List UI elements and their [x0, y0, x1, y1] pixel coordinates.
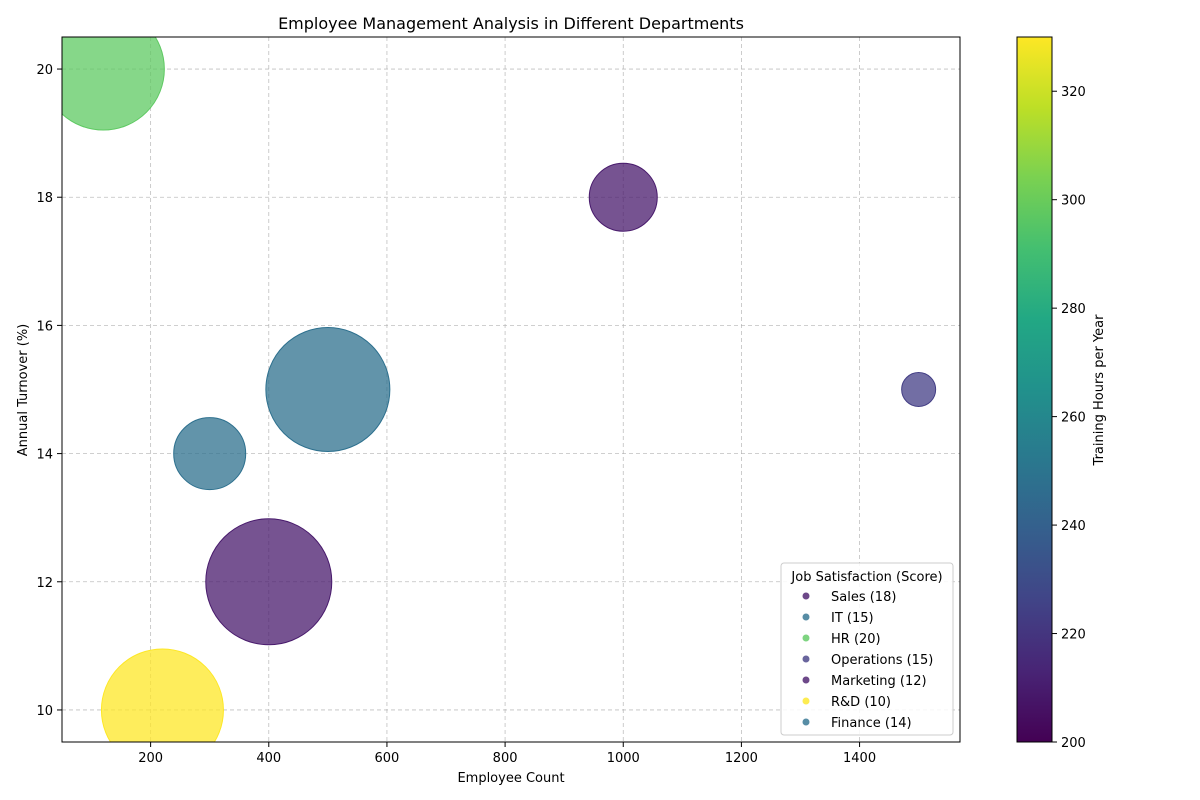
legend-marker: [802, 634, 810, 642]
legend-entry: R&D (10): [831, 695, 891, 710]
x-tick-label: 400: [256, 751, 281, 766]
y-tick-label: 18: [36, 191, 53, 206]
y-tick-label: 16: [36, 319, 53, 334]
y-axis-label: Annual Turnover (%): [16, 324, 31, 457]
x-axis-label: Employee Count: [457, 771, 564, 786]
y-tick-label: 10: [36, 704, 53, 719]
legend-entry: Sales (18): [831, 590, 896, 605]
colorbar-tick-label: 220: [1061, 628, 1086, 643]
bubble-hr: [62, 37, 165, 131]
legend-title: Job Satisfaction (Score): [790, 570, 942, 585]
x-tick-label: 1200: [725, 751, 758, 766]
legend-entry: HR (20): [831, 632, 881, 647]
colorbar-label: Training Hours per Year: [1092, 314, 1107, 467]
legend-marker: [802, 697, 810, 705]
y-tick-label: 20: [36, 63, 53, 78]
bubble-marketing: [205, 518, 333, 646]
legend: Job Satisfaction (Score) Sales (18) IT (1…: [780, 562, 954, 736]
chart-title: Employee Management Analysis in Differen…: [278, 14, 744, 33]
x-tick-label: 200: [138, 751, 163, 766]
plot-frame: [61, 36, 961, 743]
colorbar-tick-label: 240: [1061, 519, 1086, 534]
colorbar-tick-label: 260: [1061, 411, 1086, 426]
bubble-operations: [901, 372, 937, 407]
bubble-rd: [100, 648, 224, 742]
bubble-layer: [62, 37, 937, 742]
legend-marker: [802, 718, 810, 726]
legend-marker: [802, 592, 810, 600]
x-tick-label: 800: [493, 751, 518, 766]
y-tick-label: 12: [36, 576, 53, 591]
legend-marker: [802, 655, 810, 663]
legend-entry: Operations (15): [831, 653, 933, 668]
legend-marker: [802, 613, 810, 621]
x-tick-label: 1000: [607, 751, 640, 766]
y-axis: 10 12 14 16 18 20: [36, 63, 62, 719]
colorbar-gradient: [1016, 36, 1053, 743]
colorbar-tick-label: 300: [1061, 194, 1086, 209]
x-axis: 200 400 600 800 1000 1200 1400: [138, 742, 876, 766]
legend-entry: Marketing (12): [831, 674, 927, 689]
bubble-finance: [173, 417, 247, 491]
colorbar-tick-label: 280: [1061, 302, 1086, 317]
bubble-sales: [588, 162, 658, 232]
legend-entry: IT (15): [831, 611, 874, 626]
legend-marker: [802, 676, 810, 684]
legend-entry: Finance (14): [831, 716, 912, 731]
x-tick-label: 600: [375, 751, 400, 766]
legend-box: [780, 562, 954, 736]
colorbar-tick-label: 320: [1061, 85, 1086, 100]
bubble-it: [265, 327, 391, 452]
y-tick-label: 14: [36, 448, 53, 463]
x-tick-label: 1400: [843, 751, 876, 766]
colorbar-tick-label: 200: [1061, 736, 1086, 751]
colorbar: 200 220 240 260 280 300 320 Training Hours per…: [1016, 36, 1107, 751]
